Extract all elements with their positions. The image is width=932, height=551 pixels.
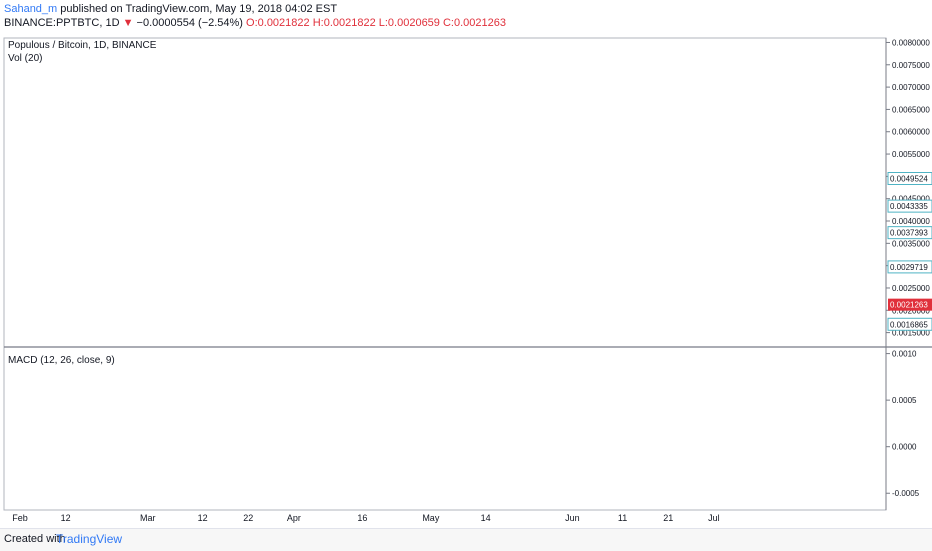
- plot-frame: [3, 37, 887, 511]
- y-tick-label: 0.0075000: [892, 61, 930, 70]
- x-tick-label: Feb: [12, 513, 28, 523]
- x-tick-label: 11: [618, 513, 627, 523]
- change-value: −0.0000554 (−2.54%): [136, 17, 243, 29]
- last-price-box: [888, 298, 932, 311]
- x-tick-label: 22: [243, 513, 253, 523]
- macd-y-tick-label: 0.0005: [892, 396, 917, 405]
- level-label-box: [887, 226, 932, 240]
- last-price-label: 0.0021263: [890, 301, 928, 310]
- author-link[interactable]: Sahand_m: [4, 3, 58, 15]
- volume-indicator-label: Vol (20): [8, 53, 42, 64]
- macd-y-tick-label: -0.0005: [892, 489, 920, 498]
- down-arrow-icon: ▼: [122, 17, 134, 29]
- published-text: published on TradingView.com, May 19, 20…: [57, 3, 338, 15]
- y-tick-label: 0.0080000: [892, 38, 930, 47]
- y-tick-label: 0.0065000: [892, 105, 930, 114]
- axes: [3, 37, 932, 511]
- y-tick-label: 0.0045000: [892, 195, 930, 204]
- level-label: 0.0029719: [890, 263, 928, 272]
- x-tick-label: Apr: [287, 513, 301, 523]
- footer: Created with TradingView: [0, 528, 932, 551]
- y-tick-label: 0.0015000: [892, 329, 930, 338]
- x-tick-label: 14: [481, 513, 491, 523]
- macd-y-tick-label: 0.0010: [892, 350, 917, 359]
- x-tick-label: 12: [61, 513, 71, 523]
- tradingview-logo[interactable]: TradingView: [56, 532, 123, 546]
- x-tick-label: Jul: [708, 513, 720, 523]
- y-tick-label: 0.0060000: [892, 128, 930, 137]
- level-label: 0.0043335: [890, 202, 928, 211]
- y-tick-label: 0.0035000: [892, 239, 930, 248]
- symbol-label: BINANCE:PPTBTC, 1D: [4, 17, 120, 29]
- level-label-box: [887, 260, 932, 274]
- level-label: 0.0049524: [890, 175, 928, 184]
- y-tick-label: 0.0025000: [892, 284, 930, 293]
- chart-header: Sahand_m published on TradingView.com, M…: [0, 0, 932, 30]
- x-tick-label: 12: [198, 513, 208, 523]
- macd-y-tick-label: 0.0000: [892, 443, 917, 452]
- level-label: 0.0037393: [890, 229, 928, 238]
- x-tick-label: Mar: [140, 513, 156, 523]
- y-tick-label: 0.0055000: [892, 150, 930, 159]
- created-with-label: Created with: [4, 533, 66, 545]
- x-tick-label: May: [422, 513, 440, 523]
- y-tick-label: 0.0070000: [892, 83, 930, 92]
- level-label-box: [887, 199, 932, 213]
- level-label: 0.0016865: [890, 320, 928, 329]
- y-tick-label: 0.0020000: [892, 306, 930, 315]
- level-label-box: [887, 172, 932, 186]
- axis-labels: Feb 12 Mar 12 22 Apr 16 May 14 Jun 11 21 Jul 0.008000…: [12, 38, 932, 523]
- y-tick-label: 0.0040000: [892, 217, 930, 226]
- x-tick-label: 16: [357, 513, 367, 523]
- macd-pane-title: MACD (12, 26, close, 9): [8, 355, 115, 366]
- x-tick-label: 21: [663, 513, 673, 523]
- level-label-box: [887, 317, 932, 331]
- price-pane-title: Populous / Bitcoin, 1D, BINANCE: [8, 40, 157, 51]
- x-tick-label: Jun: [565, 513, 580, 523]
- ohlc-values: O:0.0021822 H:0.0021822 L:0.0020659 C:0.…: [246, 17, 506, 29]
